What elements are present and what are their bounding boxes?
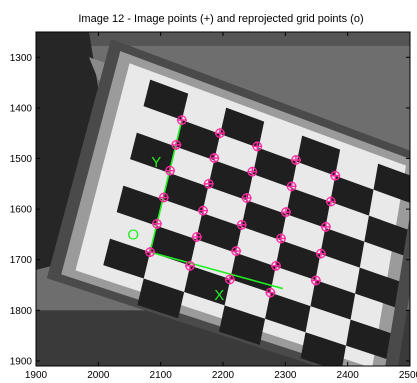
data-point <box>171 139 182 150</box>
x-tick-label: 1900 <box>25 370 48 381</box>
data-point <box>203 178 214 189</box>
data-point <box>290 155 301 166</box>
checker-square <box>320 227 365 268</box>
data-point <box>158 192 169 203</box>
annotation-o: O <box>127 226 139 243</box>
checker-square <box>364 215 408 256</box>
data-point <box>280 207 291 218</box>
data-point <box>151 218 162 229</box>
checker-square <box>175 120 221 161</box>
annotations: X Y O <box>127 154 224 304</box>
data-point <box>224 274 235 285</box>
background-photo <box>36 32 410 366</box>
y-tick-label: 1300 <box>10 53 33 64</box>
data-point <box>145 247 156 258</box>
checker-square <box>252 147 297 188</box>
checker-square <box>286 187 331 228</box>
checker-square <box>310 280 356 320</box>
data-point <box>214 128 225 139</box>
data-point <box>286 181 297 192</box>
y-tick-label: 1600 <box>10 205 33 216</box>
data-point <box>236 219 247 230</box>
checker-square <box>103 238 151 279</box>
data-point <box>231 246 242 257</box>
data-point <box>184 260 195 271</box>
y-tick-label: 1700 <box>10 255 33 266</box>
photo-top-band <box>36 32 410 46</box>
checker-square <box>162 172 209 213</box>
x-tick-label: 2300 <box>274 370 297 381</box>
axis-line-x <box>149 251 284 290</box>
checker-square <box>300 332 346 366</box>
data-point <box>247 166 258 177</box>
checker-square <box>275 240 321 281</box>
data-point <box>310 275 321 286</box>
x-tick-label: 2000 <box>87 370 110 381</box>
data-point <box>252 141 263 152</box>
y-tick-label: 1400 <box>10 103 33 114</box>
checker-square <box>143 79 189 121</box>
checker-square <box>196 212 242 253</box>
checker-square <box>355 267 400 308</box>
checker-square <box>241 200 287 241</box>
checker-square <box>208 160 253 201</box>
checker-square <box>137 278 185 319</box>
y-axis: 1300 1400 1500 1600 1700 1800 1900 <box>10 53 410 367</box>
data-point <box>325 196 336 207</box>
annotation-x: X <box>214 287 224 304</box>
data-point <box>241 192 252 203</box>
chart-title: Image 12 - Image points (+) and reprojec… <box>78 13 363 25</box>
data-point <box>320 221 331 232</box>
checker-square <box>130 132 176 173</box>
x-tick-label: 2400 <box>337 370 360 381</box>
marks <box>145 115 341 298</box>
checker-square <box>218 305 266 345</box>
annotation-y: Y <box>151 154 161 171</box>
y-tick-label: 1800 <box>10 306 33 317</box>
checker-square <box>184 265 231 306</box>
checker-square <box>373 163 410 203</box>
checker-square <box>296 135 341 176</box>
x-tick-label: 2500 <box>399 370 417 381</box>
checker-square <box>116 185 163 226</box>
checker-square <box>330 175 374 216</box>
checker-square <box>265 292 311 333</box>
data-point <box>165 165 176 176</box>
data-point <box>275 233 286 244</box>
data-point <box>270 260 281 271</box>
x-tick-label: 2200 <box>212 370 235 381</box>
y-tick-label: 1900 <box>10 356 33 367</box>
y-tick-label: 1500 <box>10 154 33 165</box>
data-point <box>176 115 187 126</box>
data-point <box>191 231 202 242</box>
x-axis: 1900 2000 2100 2200 2300 2400 2500 <box>25 32 417 381</box>
data-point <box>315 248 326 259</box>
data-point <box>198 205 209 216</box>
checker-square <box>220 107 265 148</box>
data-point <box>265 287 276 298</box>
x-tick-label: 2100 <box>150 370 173 381</box>
checker-square <box>345 319 391 360</box>
data-point <box>209 153 220 164</box>
data-point <box>330 170 341 181</box>
